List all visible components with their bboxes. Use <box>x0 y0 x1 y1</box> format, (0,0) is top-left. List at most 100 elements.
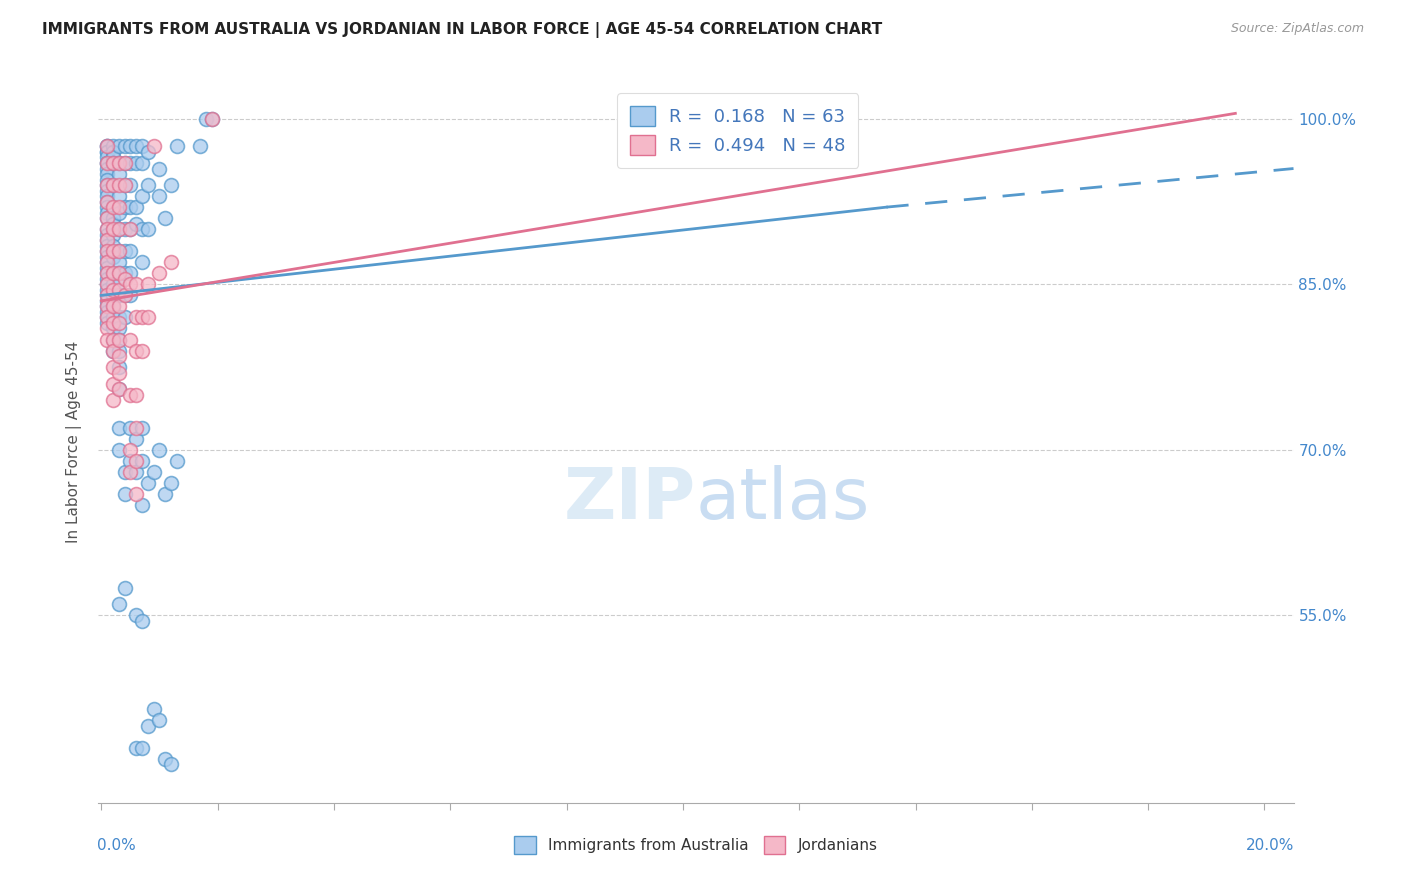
Point <box>101 343 124 358</box>
Point <box>155 487 177 501</box>
Text: 0.0%: 0.0% <box>97 838 136 853</box>
Point <box>155 211 177 226</box>
Point <box>96 255 118 269</box>
Point <box>96 333 118 347</box>
Point <box>96 145 118 159</box>
Point <box>201 112 224 126</box>
Point <box>107 349 129 363</box>
Point <box>101 310 124 325</box>
Point <box>120 222 142 236</box>
Point <box>96 310 118 325</box>
Point <box>107 266 129 280</box>
Point <box>101 145 124 159</box>
Point <box>131 421 153 435</box>
Text: 20.0%: 20.0% <box>1246 838 1295 853</box>
Point <box>101 151 124 165</box>
Point <box>131 222 153 236</box>
Point <box>107 244 129 259</box>
Point <box>107 310 129 325</box>
Point <box>125 139 148 153</box>
Point <box>96 233 118 247</box>
Point <box>96 266 118 280</box>
Point <box>131 156 153 170</box>
Point <box>131 343 153 358</box>
Point <box>142 465 165 479</box>
Point <box>96 272 118 286</box>
Point <box>166 139 188 153</box>
Point <box>120 288 142 302</box>
Point <box>96 200 118 214</box>
Point <box>120 244 142 259</box>
Point <box>101 321 124 335</box>
Point <box>125 277 148 292</box>
Text: ZIP: ZIP <box>564 465 696 533</box>
Text: Source: ZipAtlas.com: Source: ZipAtlas.com <box>1230 22 1364 36</box>
Point <box>101 222 124 236</box>
Point <box>96 172 118 186</box>
Point <box>96 139 118 153</box>
Point <box>114 156 136 170</box>
Point <box>96 233 118 247</box>
Point <box>101 238 124 252</box>
Point <box>114 200 136 214</box>
Point <box>96 194 118 209</box>
Point <box>96 300 118 314</box>
Point <box>120 465 142 479</box>
Point <box>96 310 118 325</box>
Point <box>148 266 170 280</box>
Point <box>101 283 124 297</box>
Legend: Immigrants from Australia, Jordanians: Immigrants from Australia, Jordanians <box>509 830 883 860</box>
Point <box>96 288 118 302</box>
Point <box>107 343 129 358</box>
Point <box>131 614 153 628</box>
Point <box>120 178 142 192</box>
Point <box>166 454 188 468</box>
Point <box>107 156 129 170</box>
Point <box>131 189 153 203</box>
Point <box>114 139 136 153</box>
Point <box>125 487 148 501</box>
Point <box>96 238 118 252</box>
Point <box>96 145 118 159</box>
Point <box>101 266 124 280</box>
Point <box>114 272 136 286</box>
Point <box>107 421 129 435</box>
Point <box>120 139 142 153</box>
Point <box>160 178 183 192</box>
Point <box>101 178 124 192</box>
Point <box>96 211 118 226</box>
Point <box>125 156 148 170</box>
Point <box>96 189 118 203</box>
Point <box>101 156 124 170</box>
Point <box>160 255 183 269</box>
Point <box>136 310 159 325</box>
Point <box>96 283 118 297</box>
Point <box>101 333 124 347</box>
Point <box>107 222 129 236</box>
Point <box>107 360 129 375</box>
Point <box>107 200 129 214</box>
Point <box>96 293 118 308</box>
Point <box>120 387 142 401</box>
Point <box>107 442 129 457</box>
Point <box>96 211 118 226</box>
Point <box>96 156 118 170</box>
Point <box>142 139 165 153</box>
Point <box>120 421 142 435</box>
Point <box>125 387 148 401</box>
Point <box>107 382 129 396</box>
Point <box>120 266 142 280</box>
Point <box>120 200 142 214</box>
Point <box>160 757 183 772</box>
Point <box>114 581 136 595</box>
Point <box>201 112 224 126</box>
Point <box>125 217 148 231</box>
Point <box>136 475 159 490</box>
Point <box>101 360 124 375</box>
Point <box>101 227 124 242</box>
Point <box>114 178 136 192</box>
Point <box>96 250 118 264</box>
Point <box>160 475 183 490</box>
Point <box>101 393 124 408</box>
Point <box>96 139 118 153</box>
